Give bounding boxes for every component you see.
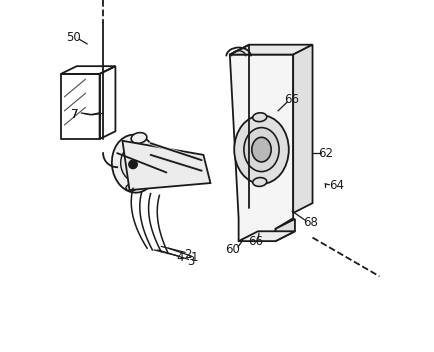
Ellipse shape [251,137,270,162]
Ellipse shape [126,184,136,191]
Text: 60: 60 [225,244,240,256]
Text: 2: 2 [184,248,191,260]
Text: 3: 3 [187,255,194,268]
Ellipse shape [112,135,158,193]
Text: 4: 4 [176,251,184,264]
Polygon shape [229,55,293,241]
Text: 62: 62 [318,147,332,159]
Ellipse shape [252,113,266,122]
Text: 64: 64 [328,180,343,192]
Text: 66: 66 [283,93,298,106]
Circle shape [128,160,137,169]
Ellipse shape [233,115,288,184]
Polygon shape [122,141,210,190]
Ellipse shape [252,177,266,187]
Text: 7: 7 [71,108,79,121]
Polygon shape [275,219,294,241]
Text: 50: 50 [66,31,80,44]
Ellipse shape [243,128,279,172]
Text: 66: 66 [247,235,262,248]
Polygon shape [229,45,312,55]
Text: 7: 7 [71,108,78,121]
Ellipse shape [131,133,147,143]
Ellipse shape [120,146,148,181]
Polygon shape [293,45,312,213]
Text: 1: 1 [191,251,198,264]
Ellipse shape [199,160,204,171]
Polygon shape [238,231,294,241]
Ellipse shape [127,153,142,174]
Text: 68: 68 [302,216,317,229]
